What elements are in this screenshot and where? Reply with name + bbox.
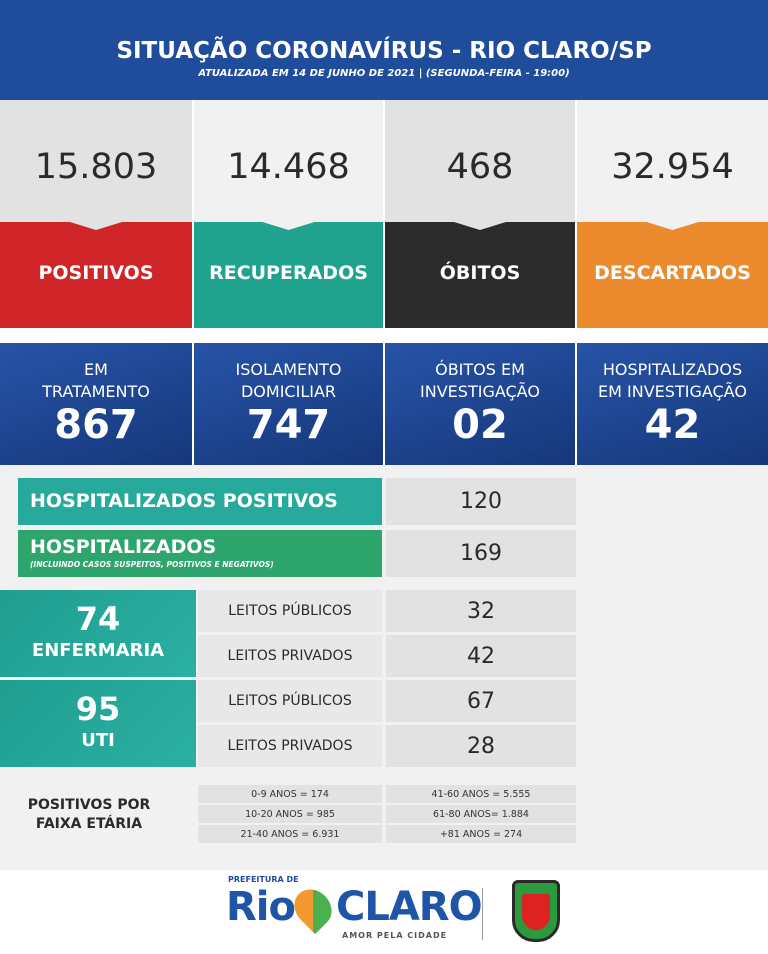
beds-row-label-box (198, 680, 382, 722)
status-label: ÓBITOS EM (435, 359, 525, 379)
summary-top (0, 100, 192, 224)
summary-value: 15.803 (34, 147, 158, 187)
footer-tagline: AMOR PELA CIDADE (342, 930, 448, 940)
beds-row-label: LEITOS PRIVADOS (227, 738, 353, 754)
age-cell: 21-40 ANOS = 6.931 (198, 825, 382, 843)
hospitalized-note: (INCLUINDO CASOS SUSPEITOS, POSITIVOS E … (30, 560, 274, 569)
logo-right: CLARO (336, 884, 483, 930)
status-label: TRATAMENTO (42, 381, 150, 401)
status-card (194, 343, 383, 465)
summary-label: POSITIVOS (38, 262, 154, 284)
age-cell: 0-9 ANOS = 174 (198, 785, 382, 803)
summary-bottom (0, 222, 192, 328)
beds-row-label: LEITOS PRIVADOS (227, 648, 353, 664)
age-cell: 61-80 ANOS= 1.884 (386, 805, 576, 823)
hospitalized-value-box (386, 530, 576, 577)
summary-top (385, 100, 575, 224)
beds-block (0, 680, 196, 767)
beds-row-value: 67 (467, 688, 495, 714)
status-label: EM INVESTIGAÇÃO (598, 381, 747, 401)
hospitalized-value-box (386, 478, 576, 525)
beds-total: 95 (75, 690, 121, 728)
header (0, 0, 768, 100)
status-label: HOSPITALIZADOS (602, 359, 743, 379)
beds-row-label-box (198, 725, 382, 767)
age-cell: +81 ANOS = 274 (386, 825, 576, 843)
beds-row-label-box (198, 590, 382, 632)
hospitalized-value: 169 (460, 540, 502, 566)
hospitalized-label-box (18, 478, 382, 525)
status-card (577, 343, 768, 465)
footer-divider (482, 888, 483, 940)
footer-prefix: PREFEITURA DE (228, 874, 299, 884)
beds-row-value-box (386, 590, 576, 632)
summary-bottom (194, 222, 383, 328)
beds-block (0, 590, 196, 677)
summary-top (577, 100, 768, 224)
status-value: 42 (644, 402, 701, 448)
beds-label: UTI (81, 729, 115, 751)
beds-row-value: 28 (467, 733, 495, 759)
status-label: EM (84, 359, 108, 379)
status-value: 02 (452, 402, 508, 448)
summary-value: 14.468 (227, 147, 350, 187)
hospitalized-label-box (18, 530, 382, 577)
beds-row-value-box (386, 635, 576, 677)
summary-notch (262, 222, 315, 230)
status-label: DOMICILIAR (240, 381, 337, 401)
age-cell: 10-20 ANOS = 985 (198, 805, 382, 823)
beds-row-label-box (198, 635, 382, 677)
age-cell: 41-60 ANOS = 5.555 (386, 785, 576, 803)
status-label: INVESTIGAÇÃO (420, 381, 540, 401)
beds-row-value: 42 (467, 643, 495, 669)
summary-notch (454, 222, 506, 230)
subtitle: ATUALIZADA EM 14 DE JUNHO DE 2021 | (SEG… (198, 67, 570, 79)
hospitalized-label: HOSPITALIZADOS (30, 536, 217, 558)
beds-row-value: 32 (467, 598, 495, 624)
status-card (385, 343, 575, 465)
age-title: POSITIVOS POR (27, 796, 151, 813)
summary-label: DESCARTADOS (594, 262, 751, 284)
beds-total: 74 (75, 600, 121, 638)
summary-top (194, 100, 383, 224)
summary-label: RECUPERADOS (209, 262, 368, 284)
summary-label: ÓBITOS (439, 262, 521, 284)
status-value: 867 (54, 402, 138, 448)
status-value: 747 (246, 402, 331, 448)
age-title: FAIXA ETÁRIA (35, 815, 143, 832)
logo-left: Rio (226, 884, 296, 930)
summary-notch (646, 222, 699, 230)
beds-row-value-box (386, 680, 576, 722)
summary-value: 32.954 (611, 147, 734, 187)
beds-label: ENFERMARIA (31, 639, 165, 661)
beds-row-label: LEITOS PÚBLICOS (228, 693, 352, 709)
status-card (0, 343, 192, 465)
beds-row-label: LEITOS PÚBLICOS (228, 603, 352, 619)
summary-bottom (385, 222, 575, 328)
hospitalized-value: 120 (460, 488, 502, 514)
crest-inner (522, 894, 550, 930)
status-label: ISOLAMENTO (235, 359, 342, 379)
title: SITUAÇÃO CORONAVÍRUS - RIO CLARO/SP (116, 38, 652, 64)
hospitalized-label: HOSPITALIZADOS POSITIVOS (30, 490, 338, 512)
beds-row-value-box (386, 725, 576, 767)
summary-bottom (577, 222, 768, 328)
summary-notch (70, 222, 122, 230)
summary-value: 468 (446, 147, 514, 187)
